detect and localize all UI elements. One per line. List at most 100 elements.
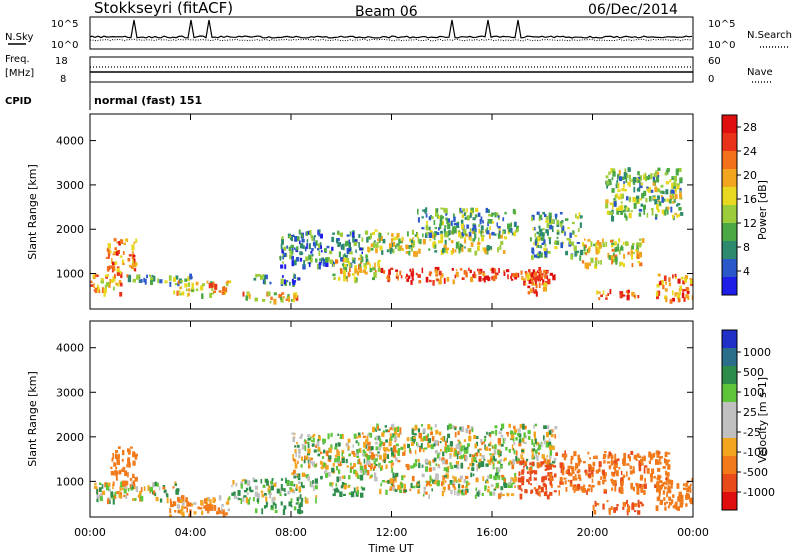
echo-cell	[131, 263, 135, 268]
echo-cell	[560, 242, 564, 249]
echo-cell	[583, 245, 586, 252]
echo-cell	[426, 231, 429, 235]
echo-cell	[96, 498, 99, 503]
echo-cell	[398, 238, 401, 244]
echo-cell	[514, 476, 517, 482]
echo-cell	[629, 456, 631, 462]
echo-cell	[644, 172, 647, 179]
echo-cell	[671, 176, 674, 180]
echo-cell	[256, 498, 260, 503]
echo-cell	[442, 475, 445, 481]
echo-cell	[101, 490, 106, 495]
echo-cell	[104, 274, 108, 277]
echo-cell	[366, 455, 370, 461]
echo-cell	[679, 290, 681, 296]
echo-cell	[447, 218, 450, 223]
echo-cell	[482, 247, 486, 252]
echo-cell	[115, 450, 119, 453]
echo-cell	[109, 250, 112, 253]
echo-cell	[132, 258, 136, 264]
echo-cell	[172, 486, 175, 489]
echo-cell	[252, 497, 255, 502]
echo-cell	[611, 214, 614, 221]
echo-cell	[333, 264, 335, 267]
echo-cell	[637, 510, 641, 515]
echo-cell	[675, 169, 679, 176]
echo-cell	[637, 260, 641, 264]
echo-cell	[272, 502, 276, 506]
echo-cell	[391, 467, 394, 473]
power-colorbar-label: Power [dB]	[756, 180, 769, 240]
echo-cell	[365, 254, 368, 259]
echo-cell	[403, 489, 408, 493]
echo-cell	[124, 238, 127, 242]
echo-cell	[360, 492, 364, 498]
echo-cell	[279, 488, 282, 493]
echo-cell	[430, 444, 434, 450]
echo-cell	[455, 444, 459, 449]
echo-cell	[168, 275, 172, 281]
echo-cell	[467, 443, 470, 447]
echo-cell	[445, 248, 449, 254]
echo-cell	[320, 245, 322, 250]
power-echoes	[90, 167, 693, 305]
echo-cell	[180, 280, 183, 283]
noise-tick-bottom-right: 10^0	[708, 40, 735, 51]
echo-cell	[483, 277, 486, 283]
echo-cell	[655, 505, 659, 512]
echo-cell	[524, 489, 528, 494]
echo-cell	[387, 479, 390, 484]
echo-cell	[298, 486, 302, 492]
echo-cell	[300, 481, 303, 488]
echo-cell	[468, 429, 471, 435]
echo-cell	[411, 268, 414, 274]
echo-cell	[351, 251, 353, 255]
echo-cell	[373, 472, 377, 479]
echo-cell	[187, 288, 191, 292]
echo-cell	[308, 243, 311, 250]
echo-cell	[433, 481, 437, 485]
echo-cell	[489, 458, 492, 462]
echo-cell	[645, 198, 648, 203]
echo-cell	[292, 292, 295, 295]
echo-cell	[471, 462, 475, 467]
freq-unit-label: [MHz]	[5, 68, 34, 79]
echo-cell	[677, 203, 681, 206]
echo-cell	[521, 276, 524, 281]
echo-cell	[100, 280, 104, 284]
echo-cell	[314, 478, 318, 484]
echo-cell	[169, 508, 172, 514]
echo-cell	[133, 498, 137, 501]
echo-cell	[341, 451, 343, 456]
echo-cell	[200, 500, 203, 506]
echo-cell	[667, 505, 670, 509]
echo-cell	[533, 442, 535, 447]
echo-cell	[121, 459, 124, 462]
echo-cell	[392, 446, 397, 453]
echo-cell	[382, 459, 385, 462]
echo-cell	[292, 234, 295, 237]
echo-cell	[550, 477, 553, 482]
echo-cell	[668, 496, 671, 501]
echo-cell	[283, 252, 287, 257]
echo-cell	[662, 191, 665, 194]
echo-cell	[135, 238, 138, 243]
echo-cell	[347, 438, 351, 443]
echo-cell	[653, 452, 656, 458]
echo-cell	[656, 477, 660, 481]
echo-cell	[628, 196, 632, 203]
echo-cell	[545, 272, 548, 275]
echo-cell	[689, 278, 692, 281]
echo-cell	[298, 503, 302, 509]
echo-cell	[112, 265, 115, 271]
echo-cell	[179, 286, 182, 290]
echo-cell	[615, 207, 620, 211]
echo-cell	[533, 487, 537, 490]
echo-cell	[273, 292, 277, 296]
echo-cell	[478, 224, 480, 228]
echo-cell	[681, 292, 685, 299]
echo-cell	[463, 228, 467, 234]
echo-cell	[359, 247, 363, 251]
echo-cell	[529, 470, 532, 475]
echo-cell	[121, 259, 125, 265]
